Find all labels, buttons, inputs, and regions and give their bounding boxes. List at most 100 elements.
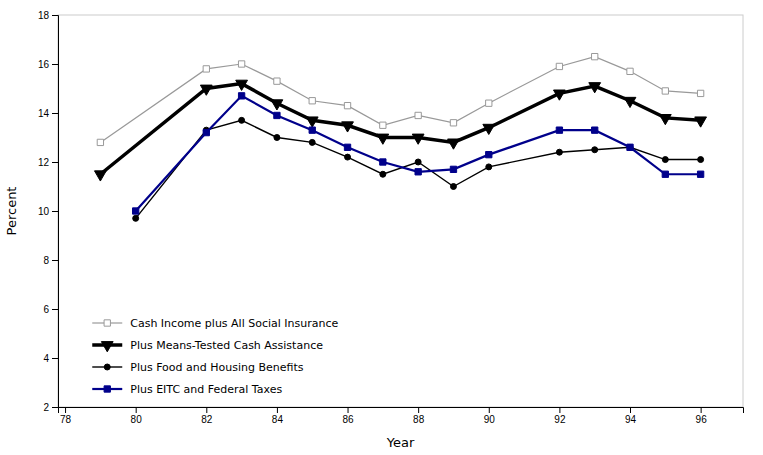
point [274,112,280,118]
tick: 94 [625,407,637,425]
point [486,100,492,106]
tick: 14 [38,108,58,119]
tick: 80 [131,407,143,425]
tick-mark [701,407,702,413]
point [627,144,633,150]
tick-mark [52,64,58,65]
tick-label: 94 [625,414,637,425]
legend-marker [104,364,110,370]
legend-marker [104,320,110,326]
point [627,144,633,150]
legend-marker [101,342,113,352]
legend: Cash Income plus All Social Insurance Plu… [92,317,338,396]
tick: 12 [38,157,58,168]
point [344,102,350,108]
y-title: Percent [4,187,19,236]
point [592,147,598,153]
point [271,100,283,110]
legend-label: Cash Income plus All Social Insurance [130,317,338,330]
tick-label: 78 [60,414,72,425]
tick-label: 84 [272,414,284,425]
point [662,88,668,94]
tick-label: 96 [696,414,708,425]
tick-label: 16 [38,59,50,70]
tick: 8 [43,255,58,266]
legend-entry: Cash Income plus All Social Insurance [92,317,338,330]
point [133,208,139,214]
point [415,159,421,165]
point [309,139,315,145]
point [380,122,386,128]
tick-label: 6 [43,304,49,315]
legend-entry: Plus EITC and Federal Taxes [92,383,282,396]
tick-mark [348,407,349,413]
tick: 6 [43,304,58,315]
tick-label: 90 [484,414,496,425]
tick: 88 [413,407,425,425]
tick: 18 [38,10,58,21]
tick-label: 10 [38,206,50,217]
tick-mark [206,407,207,413]
tick: 2 [43,402,58,413]
point [589,83,601,93]
point [697,90,703,96]
point [236,80,248,90]
tick-mark [630,407,631,413]
y-axis: 2 4 6 8 10 12 14 16 18 [38,10,59,413]
tick-mark [418,407,419,413]
point [554,90,566,100]
tick-mark [52,211,58,212]
point [450,184,456,190]
legend-label: Plus Means-Tested Cash Assistance [130,339,323,352]
point [592,127,598,133]
point [203,129,209,135]
point [133,215,139,221]
legend-label: Plus Food and Housing Benefits [130,361,303,374]
tick: 16 [38,59,58,70]
point [238,61,244,67]
tick-mark [489,407,490,413]
tick: 90 [484,407,496,425]
point [274,78,280,84]
point [344,144,350,150]
tick-label: 14 [38,108,50,119]
point [659,115,671,125]
point [94,171,106,181]
point [380,159,386,165]
chart: 7880828486889092949624681012141618Cash I… [0,0,763,455]
point [309,98,315,104]
tick-label: 92 [554,414,566,425]
tick-label: 88 [413,414,425,425]
axis-line [52,16,59,408]
point [624,97,636,107]
plot-frame [58,15,743,407]
point [377,134,389,144]
legend-label: Plus EITC and Federal Taxes [130,383,282,396]
point [306,117,318,127]
tick-mark [65,407,66,413]
tick: 4 [43,353,58,364]
tick-label: 4 [43,353,49,364]
tick: 78 [60,407,72,425]
point [345,154,351,160]
tick-mark [52,162,58,163]
series [133,93,704,214]
point [556,63,562,69]
tick-mark [52,407,58,408]
point [342,122,354,132]
series-line [100,84,700,175]
point [239,117,245,123]
point [556,127,562,133]
series-line [136,96,701,211]
tick-mark [559,407,560,413]
tick-label: 2 [43,402,49,413]
point [486,151,492,157]
tick-mark [277,407,278,413]
tick-mark [136,407,137,413]
point [556,149,562,155]
tick-label: 8 [43,255,49,266]
point [415,112,421,118]
tick-label: 80 [131,414,143,425]
x-axis: 78808284868890929496 [59,407,744,425]
point [627,68,633,74]
